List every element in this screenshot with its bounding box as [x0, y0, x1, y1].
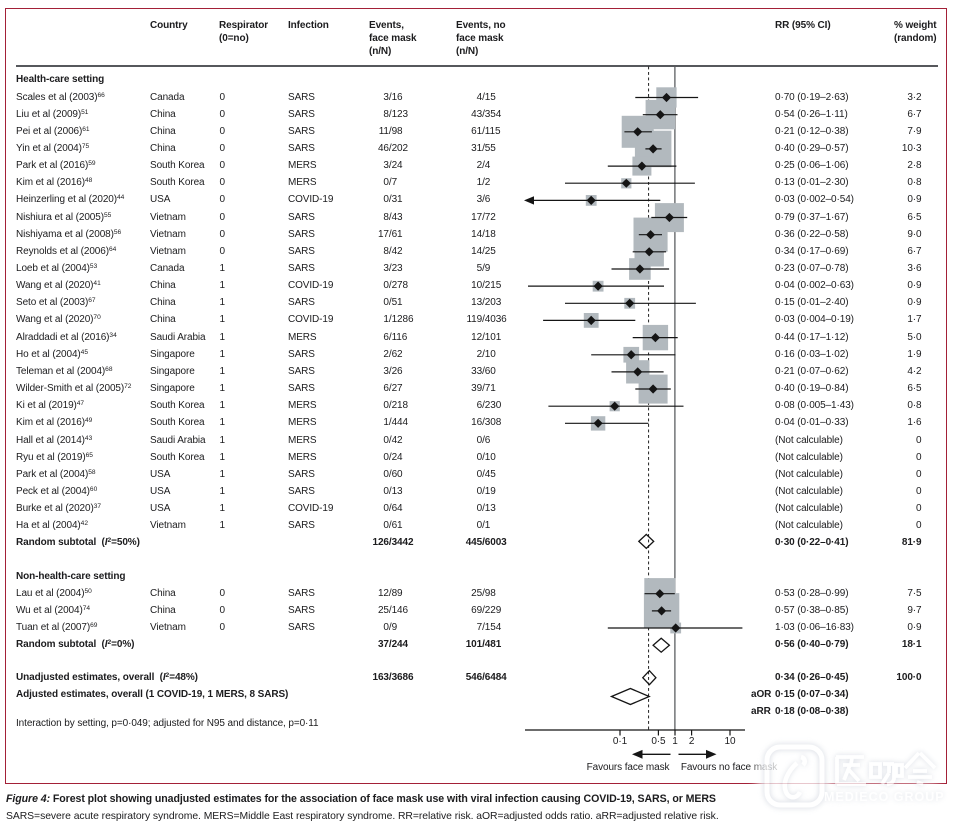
svg-text:MEDIECO GROUP: MEDIECO GROUP: [824, 790, 945, 804]
svg-text:MEDIECO GROUP: MEDIECO GROUP: [824, 790, 945, 804]
